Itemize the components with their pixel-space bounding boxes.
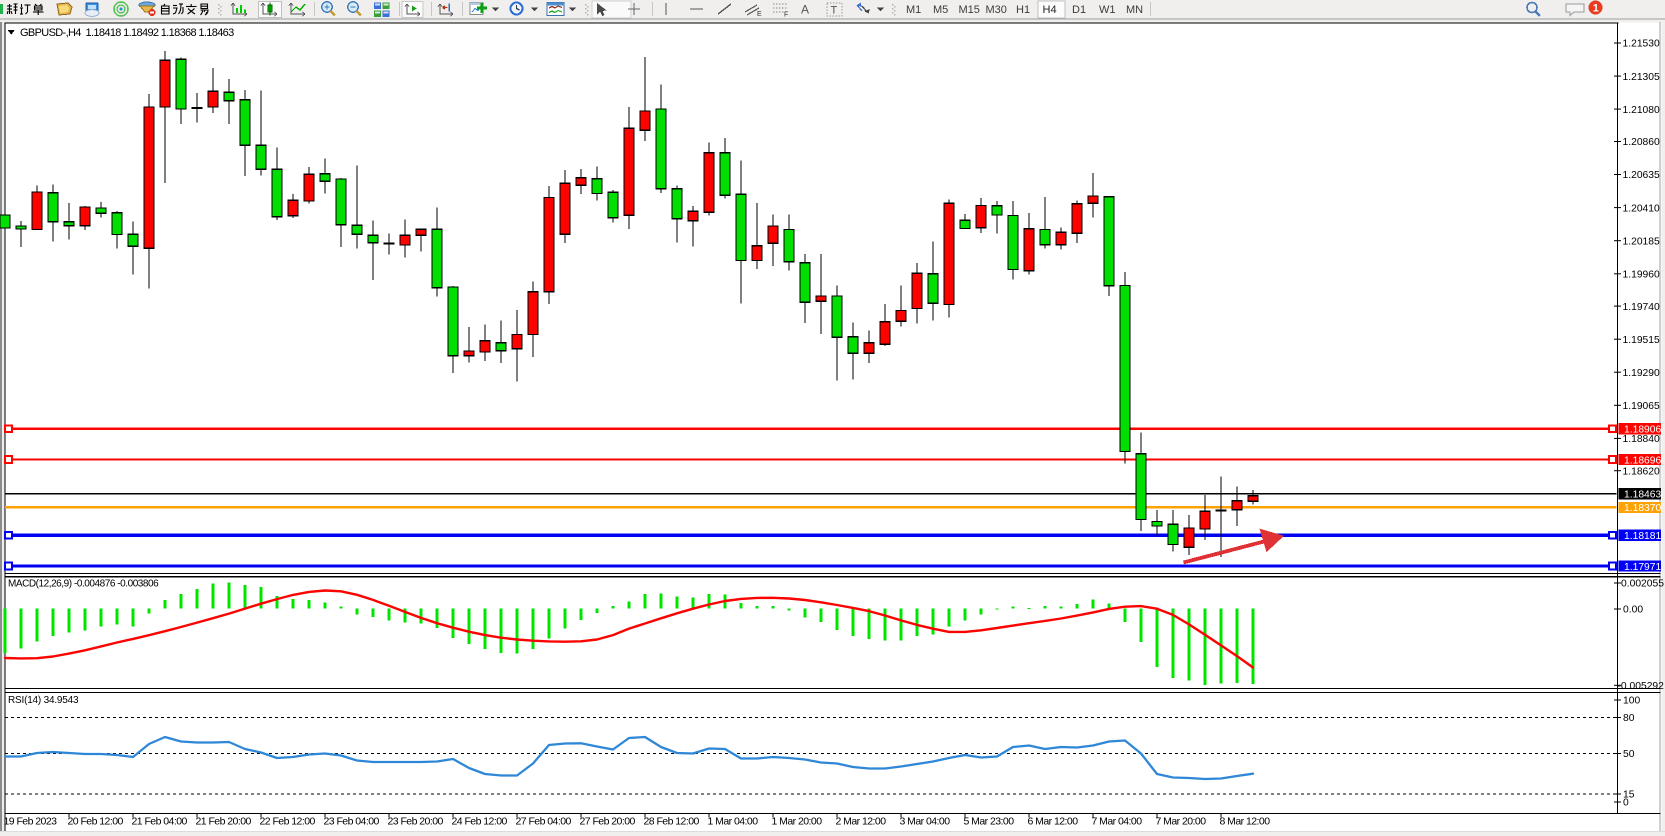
svg-text:1: 1 xyxy=(1593,3,1599,15)
svg-text:50: 50 xyxy=(1623,749,1635,760)
svg-text:2 Mar 12:00: 2 Mar 12:00 xyxy=(836,816,887,828)
svg-text:M1: M1 xyxy=(906,4,921,16)
svg-text:E: E xyxy=(757,11,762,18)
svg-text:1.20185: 1.20185 xyxy=(1623,236,1660,247)
svg-text:23 Feb 20:00: 23 Feb 20:00 xyxy=(388,816,444,828)
svg-text:M5: M5 xyxy=(933,4,948,16)
svg-text:MN: MN xyxy=(1126,4,1143,16)
svg-text:5 Mar 23:00: 5 Mar 23:00 xyxy=(964,816,1015,828)
svg-text:1.20860: 1.20860 xyxy=(1623,137,1660,148)
svg-text:A: A xyxy=(801,3,809,17)
svg-text:T: T xyxy=(831,5,838,17)
svg-text:7 Mar 04:00: 7 Mar 04:00 xyxy=(1092,816,1143,828)
svg-text:20 Feb 12:00: 20 Feb 12:00 xyxy=(68,816,124,828)
svg-text:1.18463: 1.18463 xyxy=(1624,490,1661,501)
svg-text:1.21530: 1.21530 xyxy=(1623,39,1660,50)
svg-text:1.18370: 1.18370 xyxy=(1624,503,1661,514)
svg-text:W1: W1 xyxy=(1099,4,1116,16)
svg-text:6 Mar 12:00: 6 Mar 12:00 xyxy=(1028,816,1079,828)
svg-text:MACD(12,26,9) -0.004876 -0.003: MACD(12,26,9) -0.004876 -0.003806 xyxy=(8,579,159,590)
svg-text:19 Feb 2023: 19 Feb 2023 xyxy=(4,816,58,828)
svg-text:1.17971: 1.17971 xyxy=(1624,562,1661,573)
svg-text:1 Mar 20:00: 1 Mar 20:00 xyxy=(772,816,823,828)
svg-text:M15: M15 xyxy=(959,4,980,16)
svg-text:1.18840: 1.18840 xyxy=(1623,434,1660,445)
svg-text:23 Feb 04:00: 23 Feb 04:00 xyxy=(324,816,380,828)
svg-text:27 Feb 04:00: 27 Feb 04:00 xyxy=(516,816,572,828)
svg-text:1.21080: 1.21080 xyxy=(1623,105,1660,116)
svg-text:-0.005292: -0.005292 xyxy=(1618,681,1665,692)
svg-text:1 Mar 04:00: 1 Mar 04:00 xyxy=(708,816,759,828)
svg-text:22 Feb 12:00: 22 Feb 12:00 xyxy=(260,816,316,828)
svg-text:1.19290: 1.19290 xyxy=(1623,368,1660,379)
svg-text:1.19740: 1.19740 xyxy=(1623,302,1660,313)
svg-text:7 Mar 20:00: 7 Mar 20:00 xyxy=(1156,816,1207,828)
svg-text:1.19515: 1.19515 xyxy=(1623,335,1660,346)
svg-text:15: 15 xyxy=(1623,790,1635,801)
svg-text:M30: M30 xyxy=(986,4,1007,16)
svg-text:3 Mar 04:00: 3 Mar 04:00 xyxy=(900,816,951,828)
svg-text:F: F xyxy=(784,12,788,19)
svg-text:D1: D1 xyxy=(1072,4,1086,16)
svg-text:0.00: 0.00 xyxy=(1623,605,1643,616)
svg-text:1.19065: 1.19065 xyxy=(1623,401,1660,412)
svg-text:100: 100 xyxy=(1623,696,1640,707)
svg-text:1.20410: 1.20410 xyxy=(1623,203,1660,214)
svg-text:1.18906: 1.18906 xyxy=(1624,425,1661,436)
svg-text:H4: H4 xyxy=(1043,4,1057,16)
svg-text:0: 0 xyxy=(1623,798,1629,809)
svg-text:RSI(14) 34.9543: RSI(14) 34.9543 xyxy=(8,695,79,706)
svg-text:28 Feb 12:00: 28 Feb 12:00 xyxy=(644,816,700,828)
svg-text:21 Feb 20:00: 21 Feb 20:00 xyxy=(196,816,252,828)
svg-text:80: 80 xyxy=(1623,713,1635,724)
svg-text:1.18620: 1.18620 xyxy=(1623,466,1660,477)
svg-text:H1: H1 xyxy=(1016,4,1030,16)
svg-text:24 Feb 12:00: 24 Feb 12:00 xyxy=(452,816,508,828)
svg-text:0.002055: 0.002055 xyxy=(1621,579,1664,590)
svg-text:8 Mar 12:00: 8 Mar 12:00 xyxy=(1220,816,1271,828)
svg-text:1.21305: 1.21305 xyxy=(1623,72,1660,83)
svg-text:1.20635: 1.20635 xyxy=(1623,170,1660,181)
svg-text:GBPUSD-,H4 1.18418 1.18492 1.: GBPUSD-,H4 1.18418 1.18492 1.18368 1.184… xyxy=(20,27,234,39)
svg-text:21 Feb 04:00: 21 Feb 04:00 xyxy=(132,816,188,828)
svg-text:1.18181: 1.18181 xyxy=(1624,531,1661,542)
svg-text:1.18696: 1.18696 xyxy=(1624,455,1661,466)
svg-text:27 Feb 20:00: 27 Feb 20:00 xyxy=(580,816,636,828)
svg-text:1.19960: 1.19960 xyxy=(1623,270,1660,281)
